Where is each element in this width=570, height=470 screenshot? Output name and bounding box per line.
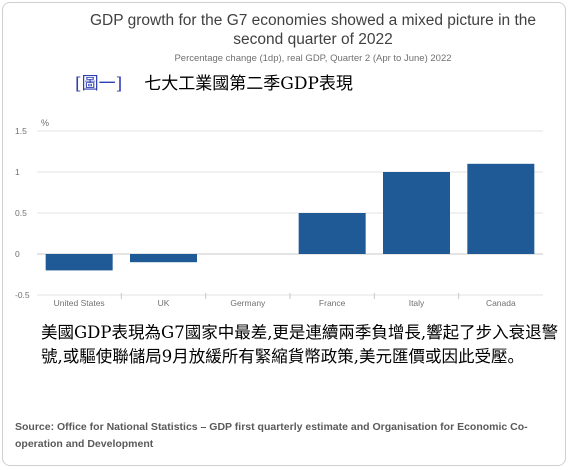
- y-tick-label: -0.5: [15, 290, 30, 300]
- chart-subtitle: Percentage change (1dp), real GDP, Quart…: [174, 53, 452, 64]
- bars: [45, 163, 535, 271]
- x-tick-label: Canada: [486, 298, 516, 308]
- figure-caption: [圖一] 七大工業國第二季GDP表現: [75, 69, 353, 94]
- x-tick-label: Italy: [409, 298, 425, 308]
- x-tick-label: Germany: [230, 298, 266, 308]
- bar: [383, 172, 450, 254]
- chart-title: GDP growth for the G7 economies showed a…: [90, 12, 536, 48]
- bar: [130, 254, 197, 263]
- bar: [467, 163, 535, 254]
- figure-caption-text: 七大工業國第二季GDP表現: [144, 74, 353, 94]
- y-axis-unit-label: %: [41, 118, 49, 128]
- x-tick-label: UK: [158, 298, 170, 308]
- bar: [298, 213, 366, 254]
- y-tick-label: 0.5: [15, 208, 27, 218]
- grid-lines: [37, 130, 543, 299]
- body-text: 美國GDP表現為G7國家中最差,更是連續兩季負增長,響起了步入衰退警號,或驅使聯…: [41, 323, 559, 366]
- source-note: Source: Office for National Statistics –…: [15, 421, 528, 450]
- figure-caption-tag: [圖一]: [75, 74, 123, 94]
- y-tick-label: 1: [15, 167, 20, 177]
- y-tick-label: 1.5: [15, 126, 27, 136]
- bar: [45, 254, 113, 271]
- figure-frame: GDP growth for the G7 economies showed a…: [2, 2, 566, 466]
- tick-labels: % 1.5 1 0.5 0 -0.5 United States UK Germany Franc…: [15, 118, 516, 308]
- y-tick-label: 0: [15, 249, 20, 259]
- bar-chart: % 1.5 1 0.5 0 -0.5 United States UK Germany Franc…: [15, 118, 543, 308]
- x-tick-label: United States: [54, 298, 105, 308]
- x-tick-label: France: [319, 298, 346, 308]
